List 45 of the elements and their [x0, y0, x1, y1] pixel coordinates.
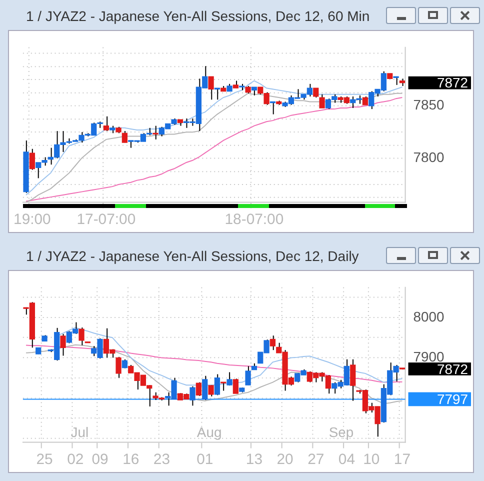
candlestick [78, 327, 84, 346]
candlestick [270, 335, 276, 351]
x-tick-label: 27 [308, 452, 324, 468]
x-tick-label: 18-07:00 [224, 212, 284, 228]
candlestick [319, 94, 325, 109]
candlestick [232, 378, 239, 394]
candlestick [226, 372, 232, 386]
x-tick-label: 13 [246, 452, 262, 468]
x-tick-label: 10 [363, 452, 380, 468]
y-tick-label: 7850 [413, 96, 445, 113]
x-tick-label: 20 [276, 452, 294, 468]
text: 7872 [437, 74, 468, 91]
candlestick [60, 333, 66, 356]
candlestick [208, 384, 214, 397]
candlestick [196, 382, 202, 396]
y-tick-label: 8000 [413, 308, 445, 324]
x-tick-label: 02 [67, 452, 84, 468]
candlestick [103, 116, 110, 132]
y-tick-label: 7800 [413, 149, 445, 166]
candlestick [245, 366, 251, 386]
candlestick [313, 88, 319, 98]
chart-title: 1 / JYAZ2 - Japanese Yen-All Sessions, Dec 12, Daily [26, 248, 359, 264]
candlestick [29, 148, 36, 170]
candlestick [190, 386, 196, 406]
annotation: Aug [196, 424, 222, 440]
candlestick [350, 358, 356, 402]
x-tick-label: 09 [92, 452, 108, 468]
candlestick [202, 375, 208, 401]
x-tick-label: 17 [394, 452, 411, 468]
ref-line-label: 7797 [437, 391, 468, 408]
candlestick [208, 76, 214, 100]
x-tick-label: 19:00 [14, 212, 51, 228]
x-tick-label: 17-07:00 [76, 212, 136, 228]
annotation: Jul [70, 424, 89, 440]
x-tick-label: 01 [196, 452, 214, 468]
x-tick-label: 16 [122, 452, 140, 468]
x-tick-label: 25 [36, 452, 53, 468]
x-tick-label: 04 [338, 452, 355, 468]
chart-title: 1 / JYAZ2 - Japanese Yen-All Sessions, Dec 12, 60 Min [26, 8, 370, 24]
candlestick [214, 374, 220, 396]
annotation: Sep [328, 424, 354, 440]
candlestick [122, 130, 128, 144]
candlestick [152, 125, 158, 140]
candlestick [116, 356, 122, 378]
x-tick-label: 23 [153, 452, 170, 468]
